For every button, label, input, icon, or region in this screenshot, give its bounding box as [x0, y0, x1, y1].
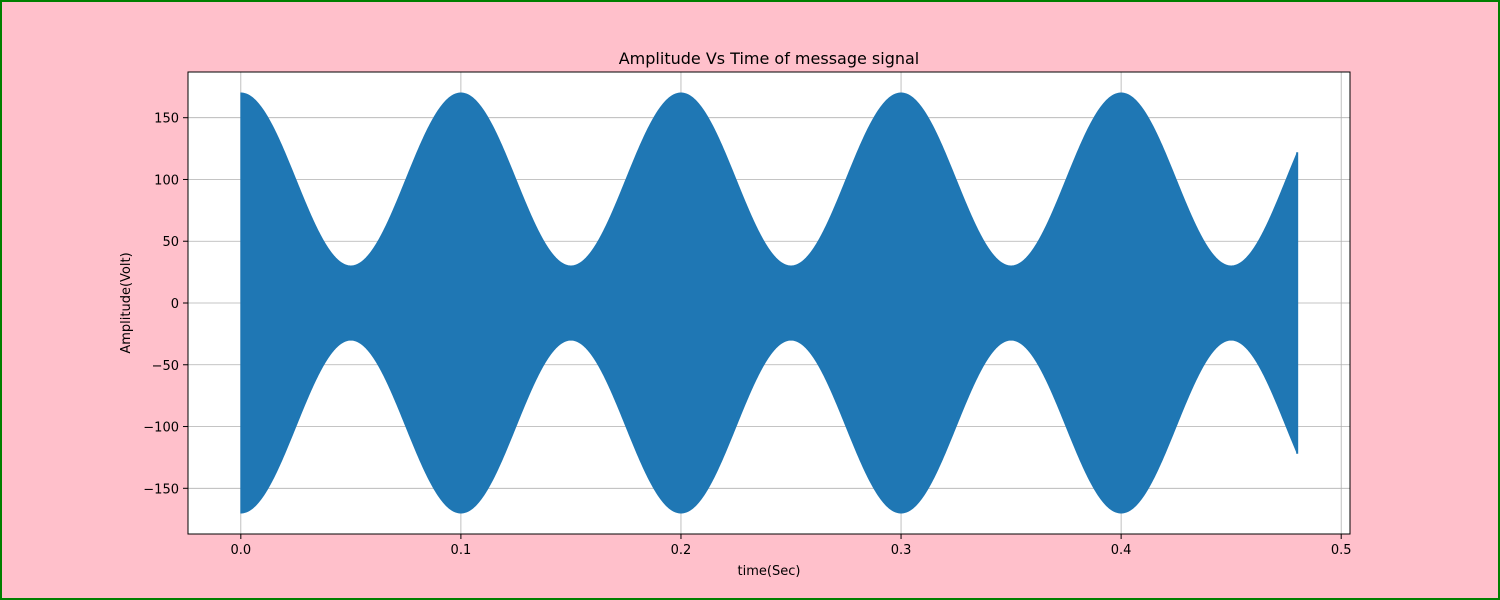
y-axis-ticks: 150 100 50 0 −50 −100 −150 — [143, 112, 188, 497]
x-tick-label: 0.4 — [1111, 543, 1132, 558]
y-tick-label: 50 — [162, 235, 179, 250]
y-axis-label: Amplitude(Volt) — [119, 252, 134, 353]
y-tick-label: 0 — [171, 297, 179, 312]
x-tick-label: 0.1 — [451, 543, 472, 558]
x-tick-label: 0.0 — [230, 543, 251, 558]
x-tick-label: 0.2 — [671, 543, 692, 558]
x-axis-ticks: 0.0 0.1 0.2 0.3 0.4 0.5 — [230, 534, 1352, 558]
y-tick-label: 100 — [154, 173, 179, 188]
y-tick-label: 150 — [154, 112, 179, 127]
chart-title: Amplitude Vs Time of message signal — [619, 49, 920, 68]
y-tick-label: −150 — [143, 482, 179, 497]
y-tick-label: −50 — [152, 359, 179, 374]
y-tick-label: −100 — [143, 421, 179, 436]
x-tick-label: 0.3 — [891, 543, 912, 558]
x-axis-label: time(Sec) — [738, 564, 801, 579]
x-tick-label: 0.5 — [1331, 543, 1352, 558]
